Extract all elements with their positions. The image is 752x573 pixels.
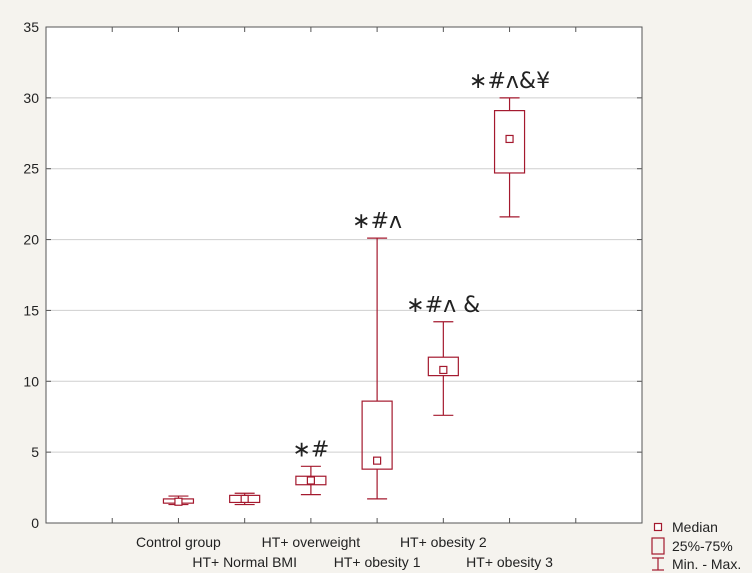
box-group bbox=[361, 237, 393, 500]
median-marker bbox=[439, 365, 448, 375]
y-tick-label: 10 bbox=[23, 373, 39, 389]
box-iqr bbox=[361, 400, 393, 470]
y-tick-label: 15 bbox=[23, 302, 39, 318]
x-category-label: HT+ obesity 3 bbox=[466, 554, 553, 570]
x-category-label: HT+ obesity 1 bbox=[334, 554, 421, 570]
box-group bbox=[427, 321, 459, 416]
y-tick-label: 30 bbox=[23, 90, 39, 106]
box-group bbox=[493, 97, 526, 218]
significance-markers: ∗# ∗#ʌ ∗#ʌ & ∗#ʌ&¥ bbox=[292, 69, 550, 462]
legend-box-swatch bbox=[651, 537, 665, 555]
significance-label: ∗#ʌ bbox=[352, 209, 402, 234]
box-iqr bbox=[493, 110, 526, 174]
median-marker bbox=[306, 476, 315, 485]
x-category-label: HT+ Normal BMI bbox=[192, 554, 297, 570]
y-tick-label: 35 bbox=[23, 19, 39, 35]
y-axis-ticks: 0 5 10 15 20 25 30 35 bbox=[23, 19, 642, 531]
significance-label: ∗# bbox=[292, 437, 329, 462]
x-category-label: HT+ overweight bbox=[262, 534, 361, 550]
plot-area bbox=[45, 26, 643, 524]
legend-median-swatch bbox=[653, 522, 663, 532]
y-tick-label: 20 bbox=[23, 232, 39, 248]
box-group bbox=[295, 465, 327, 496]
median-marker bbox=[240, 494, 249, 504]
y-tick-label: 0 bbox=[31, 515, 39, 531]
legend: Median 25%-75% Min. - Max. bbox=[651, 519, 741, 572]
box-group bbox=[229, 492, 261, 506]
median-marker bbox=[505, 134, 514, 144]
grid-lines bbox=[46, 97, 642, 453]
legend-box-label: 25%-75% bbox=[672, 538, 733, 554]
boxes bbox=[162, 97, 526, 506]
box-group bbox=[162, 495, 195, 506]
x-category-label: HT+ obesity 2 bbox=[400, 534, 487, 550]
legend-whisker-label: Min. - Max. bbox=[672, 556, 741, 572]
box-iqr bbox=[427, 356, 459, 377]
median-marker bbox=[373, 456, 382, 465]
significance-label: ∗#ʌ & bbox=[406, 293, 480, 318]
y-tick-label: 25 bbox=[23, 161, 39, 177]
y-tick-label: 5 bbox=[31, 444, 39, 460]
median-marker bbox=[174, 497, 183, 506]
x-axis-ticks bbox=[111, 27, 577, 523]
legend-median-label: Median bbox=[672, 519, 718, 535]
x-category-label: Control group bbox=[136, 534, 221, 550]
significance-label: ∗#ʌ&¥ bbox=[469, 69, 550, 94]
category-labels: Control group HT+ Normal BMI HT+ overweigh… bbox=[136, 534, 553, 570]
box-iqr bbox=[295, 475, 327, 486]
